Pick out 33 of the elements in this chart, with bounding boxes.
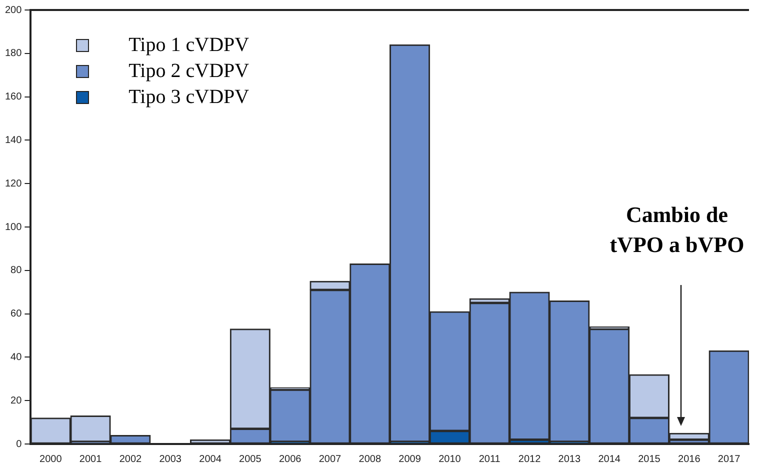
y-tick-label: 0 — [16, 438, 22, 450]
x-tick-label: 2004 — [199, 454, 222, 465]
x-tick-label: 2001 — [79, 454, 102, 465]
y-tick-label: 140 — [4, 134, 22, 146]
annotation: Cambio de tVPO a bVPO — [608, 201, 746, 259]
y-tick-label: 160 — [4, 92, 22, 103]
x-tick-label: 2014 — [598, 454, 621, 465]
x-tick-label: 2000 — [40, 454, 62, 465]
y-tick-label: 180 — [4, 48, 22, 60]
x-tick-label: 2016 — [678, 454, 701, 465]
x-tick-label: 2006 — [278, 454, 302, 465]
y-tick-label: 40 — [10, 352, 22, 363]
x-tick-label: 2012 — [518, 454, 542, 465]
x-tick-label: 2007 — [318, 454, 342, 465]
x-tick-label: 2003 — [159, 454, 182, 465]
y-tick-label: 80 — [10, 265, 22, 276]
y-tick-label: 20 — [10, 395, 22, 406]
legend-label: Tipo 1 cVDPV — [128, 33, 250, 58]
x-tick-label: 2013 — [558, 454, 581, 465]
y-tick-label: 60 — [10, 308, 22, 320]
x-tick-label: 2008 — [358, 454, 382, 465]
legend-label: Tipo 2 cVDPV — [128, 59, 250, 84]
x-tick-label: 2010 — [438, 454, 462, 465]
y-tick-label: 200 — [4, 4, 22, 16]
x-tick-label: 2002 — [119, 454, 142, 465]
y-tick-label: 120 — [4, 178, 22, 190]
legend-label: Tipo 3 cVDPV — [128, 85, 250, 110]
x-tick-label: 2015 — [638, 454, 661, 465]
x-tick-label: 2009 — [398, 454, 422, 465]
y-tick-label: 100 — [4, 222, 22, 233]
x-tick-label: 2011 — [478, 454, 501, 465]
x-tick-label: 2005 — [239, 454, 262, 465]
x-tick-label: 2017 — [718, 454, 741, 465]
